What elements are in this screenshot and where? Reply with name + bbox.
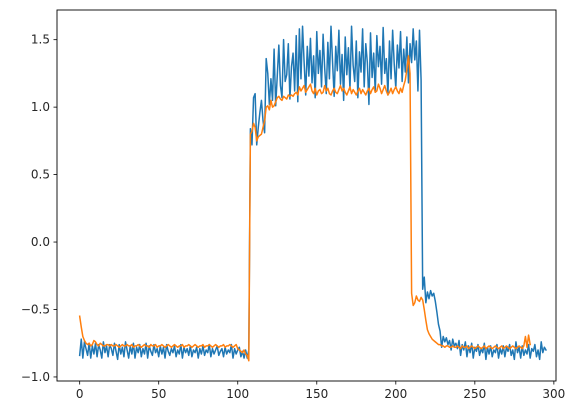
y-tick-label: 0.5	[31, 168, 50, 182]
x-tick-label: 0	[76, 387, 84, 401]
y-tick-label: 1.0	[31, 100, 50, 114]
y-tick-label: −0.5	[21, 302, 50, 316]
x-axis: 0 50 100 150 200 250 300	[76, 381, 565, 401]
series-line-2	[78, 55, 532, 362]
y-tick-label: 1.5	[31, 33, 50, 47]
y-tick-label: −1.0	[21, 370, 50, 384]
axes-frame	[56, 9, 557, 382]
plot-area	[78, 25, 547, 362]
x-tick-label: 150	[305, 387, 328, 401]
x-tick-label: 100	[226, 387, 249, 401]
x-tick-label: 250	[463, 387, 486, 401]
x-tick-label: 300	[542, 387, 565, 401]
y-axis: −1.0 −0.5 0.0 0.5 1.0 1.5	[21, 33, 57, 384]
x-tick-label: 50	[151, 387, 166, 401]
y-tick-label: 0.0	[31, 235, 50, 249]
x-tick-label: 200	[384, 387, 407, 401]
